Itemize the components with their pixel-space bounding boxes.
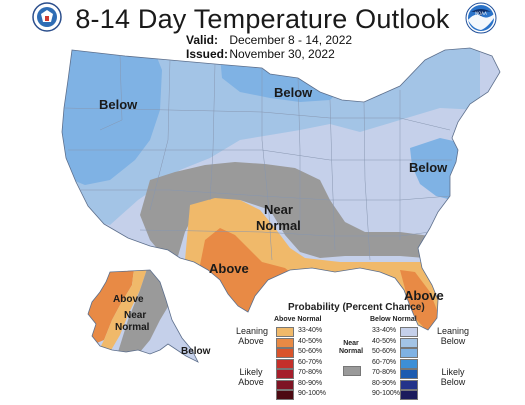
region-below-50-60-west	[62, 48, 162, 185]
legend-above-swatch	[276, 327, 294, 337]
legend-below-range: 33-40%	[372, 327, 397, 334]
region-above-40-50-florida	[400, 270, 440, 330]
legend-below-range: 60-70%	[372, 358, 397, 366]
legend-above-range: 40-50%	[298, 337, 323, 345]
legend-below-swatch	[400, 327, 418, 337]
legend-row-40-50pct: 40-50% 40-50%	[236, 337, 476, 348]
ak-above-33-40	[98, 270, 150, 352]
date-info: Valid: December 8 - 14, 2022 Issued: Nov…	[186, 33, 352, 61]
legend-above-swatch	[276, 379, 294, 390]
legend-row-70-80pct: 70-80% 70-80%	[236, 369, 476, 379]
legend-leaning-above: Leaning Above	[236, 326, 269, 346]
legend-row-80-90pct: 80-90% 80-90%	[236, 379, 476, 390]
legend-row-50-60pct: 50-60% 50-60%	[236, 348, 476, 358]
label-ak-above: Above	[113, 294, 144, 305]
legend-above-range: 60-70%	[298, 358, 323, 366]
legend-below-swatch	[400, 348, 418, 358]
legend-below-swatch	[400, 390, 418, 400]
alaska-regions	[88, 270, 198, 362]
legend-below-range: 70-80%	[372, 369, 397, 376]
page-title: 8-14 Day Temperature Outlook	[75, 4, 450, 34]
region-below-50-60-east	[410, 138, 462, 200]
legend-likely-above: Likely Above	[238, 367, 264, 387]
legend-above-swatch	[276, 358, 294, 369]
label-above-florida: Above	[404, 288, 444, 303]
label-ak-near-1: Near	[124, 310, 146, 321]
legend-below-range: 80-90%	[372, 379, 397, 387]
legend-likely-below: Likely Below	[440, 367, 466, 387]
valid-label: Valid:	[186, 33, 219, 47]
label-ak-below: Below	[181, 346, 211, 357]
legend-above-range: 50-60%	[298, 348, 323, 355]
legend-below-swatch	[400, 369, 418, 379]
legend-below-swatch	[400, 379, 418, 390]
label-near-normal-1: Near	[264, 202, 293, 217]
legend-below-swatch	[400, 337, 418, 348]
legend-above-swatch	[276, 390, 294, 400]
label-near-normal-2: Normal	[256, 218, 301, 233]
legend-below-range: 50-60%	[372, 348, 397, 355]
ak-near-normal	[118, 270, 172, 352]
legend-below-range: 90-100%	[372, 390, 401, 397]
label-above-south: Above	[209, 261, 249, 276]
legend-title: Probability (Percent Chance)	[288, 302, 425, 313]
region-near-normal	[140, 162, 440, 258]
state-lines	[63, 54, 452, 261]
label-ak-near-2: Normal	[115, 322, 150, 333]
legend-above-range: 33-40%	[298, 327, 323, 334]
legend-above-swatch	[276, 337, 294, 348]
legend-above-swatch	[276, 348, 294, 358]
legend-row-60-70pct: 60-70% 60-70%	[236, 358, 476, 369]
legend-above-range: 80-90%	[298, 379, 323, 387]
issued-date: November 30, 2022	[229, 47, 335, 61]
legend-below-range: 40-50%	[372, 337, 397, 345]
valid-dates: December 8 - 14, 2022	[229, 33, 353, 47]
label-below-west: Below	[99, 97, 138, 112]
legend-row-33-40pct: 33-40% 33-40%	[236, 327, 476, 337]
legend-above-header: Above Normal	[274, 316, 322, 323]
legend-above-range: 90-100%	[298, 390, 327, 397]
legend-near-header: Near Normal	[338, 340, 364, 355]
issued-label: Issued:	[186, 47, 229, 61]
probability-legend: Probability (Percent Chance) Above Norma…	[236, 302, 476, 402]
legend-leaning-below: Leaning Below	[436, 326, 470, 346]
legend-row-90-100pct: 90-100% 90-100%	[236, 390, 476, 400]
svg-text:NOAA: NOAA	[475, 11, 487, 16]
legend-near-normal-swatch	[343, 366, 361, 376]
legend-below-header: Below Normal	[370, 316, 417, 323]
label-below-east: Below	[409, 160, 448, 175]
legend-above-swatch	[276, 369, 294, 379]
legend-above-range: 70-80%	[298, 369, 323, 376]
label-below-north: Below	[274, 85, 313, 100]
noaa-logo-icon: NOAA	[465, 2, 497, 39]
commerce-seal-icon	[32, 2, 62, 37]
legend-below-swatch	[400, 358, 418, 369]
